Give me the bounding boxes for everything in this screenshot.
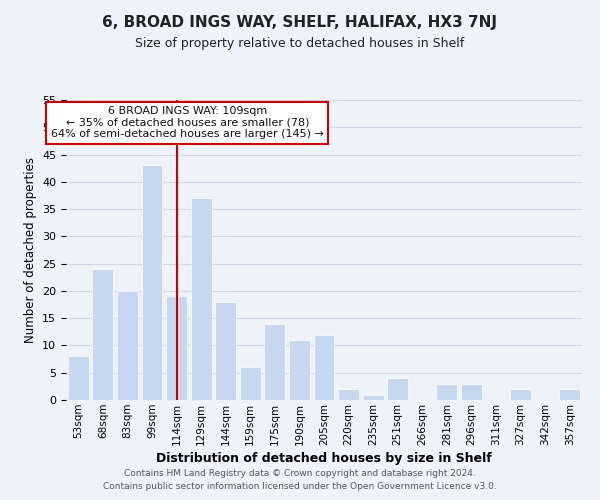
Bar — [436, 384, 457, 400]
Y-axis label: Number of detached properties: Number of detached properties — [23, 157, 37, 343]
Bar — [240, 368, 261, 400]
Text: Contains public sector information licensed under the Open Government Licence v3: Contains public sector information licen… — [103, 482, 497, 491]
Bar — [142, 166, 163, 400]
Bar — [289, 340, 310, 400]
Bar — [166, 296, 187, 400]
Bar — [265, 324, 286, 400]
Bar — [92, 269, 113, 400]
Bar — [559, 389, 580, 400]
Bar — [338, 389, 359, 400]
Bar — [117, 291, 138, 400]
Text: 6, BROAD INGS WAY, SHELF, HALIFAX, HX3 7NJ: 6, BROAD INGS WAY, SHELF, HALIFAX, HX3 7… — [103, 15, 497, 30]
Text: Contains HM Land Registry data © Crown copyright and database right 2024.: Contains HM Land Registry data © Crown c… — [124, 468, 476, 477]
Bar — [68, 356, 89, 400]
Text: Size of property relative to detached houses in Shelf: Size of property relative to detached ho… — [136, 38, 464, 51]
Bar — [387, 378, 408, 400]
Bar — [215, 302, 236, 400]
Bar — [362, 394, 383, 400]
Bar — [191, 198, 212, 400]
Bar — [510, 389, 531, 400]
X-axis label: Distribution of detached houses by size in Shelf: Distribution of detached houses by size … — [156, 452, 492, 465]
Bar — [461, 384, 482, 400]
Bar — [314, 334, 334, 400]
Text: 6 BROAD INGS WAY: 109sqm
← 35% of detached houses are smaller (78)
64% of semi-d: 6 BROAD INGS WAY: 109sqm ← 35% of detach… — [51, 106, 323, 139]
